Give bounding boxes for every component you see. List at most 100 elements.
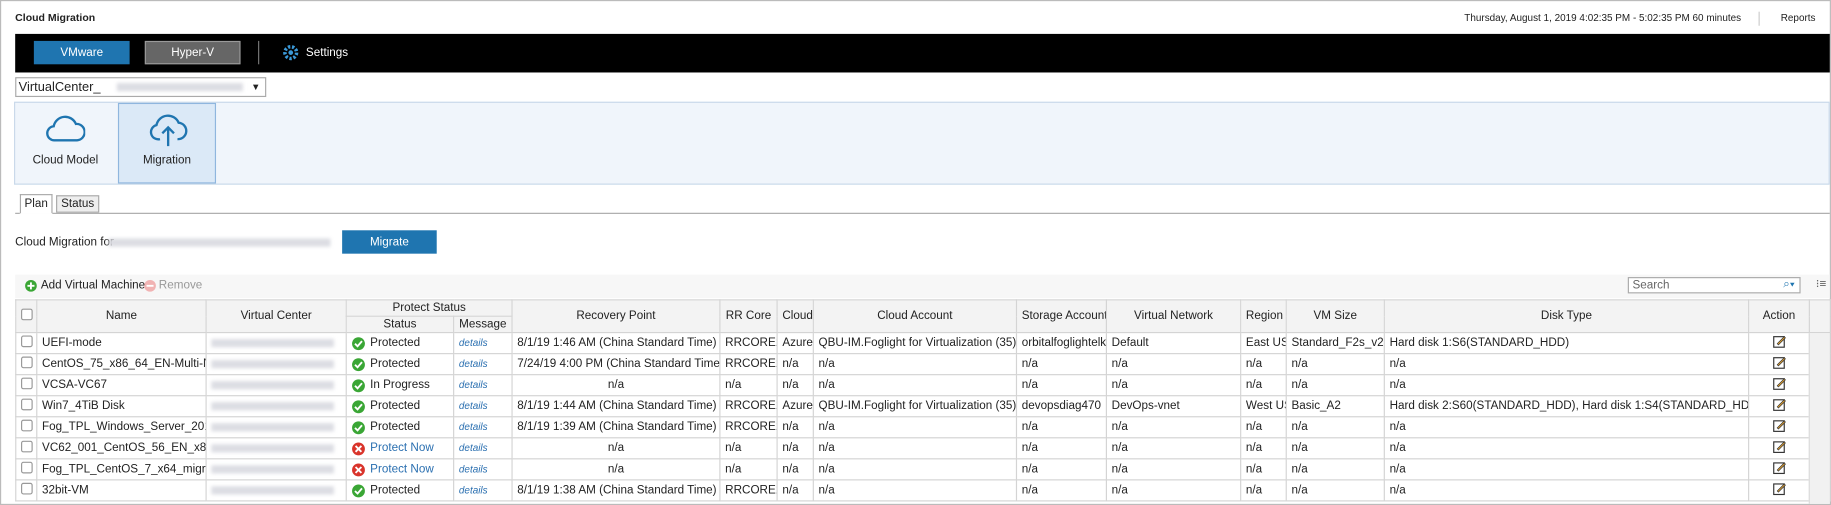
cloud: n/a xyxy=(776,416,814,439)
migrate-button[interactable]: Migrate xyxy=(342,230,437,254)
details-link[interactable]: details xyxy=(458,483,488,496)
columns-icon[interactable]: ⁝≡ xyxy=(1815,278,1827,292)
tab-vmware[interactable]: VMware xyxy=(33,40,130,65)
edit-icon[interactable] xyxy=(1772,461,1786,475)
action[interactable] xyxy=(1748,331,1810,355)
edit-icon[interactable] xyxy=(1772,419,1786,433)
status-text[interactable]: Protect Now xyxy=(370,441,434,455)
status-text[interactable]: Protect Now xyxy=(370,462,434,476)
caret: ▼ xyxy=(251,81,261,93)
region: East US xyxy=(1240,331,1287,355)
vm-size: n/a xyxy=(1285,353,1385,376)
status-wrap: Protected xyxy=(351,420,448,434)
action[interactable] xyxy=(1748,374,1810,397)
vm-size: Basic_A2 xyxy=(1285,395,1385,418)
vm-name: Fog_TPL_CentOS_7_x64_migra... xyxy=(36,458,207,481)
cloud-account: n/a xyxy=(812,374,1018,397)
status-icon xyxy=(352,462,365,476)
row-checkbox[interactable] xyxy=(15,479,38,502)
migrate-label: Cloud Migration for xyxy=(15,236,114,249)
recovery-point: 8/1/19 1:46 AM (China Standard Time) xyxy=(511,331,721,355)
subtab-plan[interactable]: Plan xyxy=(19,194,53,214)
details-link[interactable]: details xyxy=(458,420,488,433)
vc-dropdown[interactable]: VirtualCenter_ ▼ xyxy=(15,77,267,98)
region: n/a xyxy=(1240,458,1287,481)
virtual-center xyxy=(205,353,347,376)
cloud-account: n/a xyxy=(812,437,1018,460)
column-header: Storage Account xyxy=(1015,299,1107,334)
row-checkbox[interactable] xyxy=(15,458,38,481)
status-icon xyxy=(352,441,365,455)
add-vm[interactable]: Add Virtual Machine xyxy=(40,279,146,293)
vm-name: 32bit-VM xyxy=(36,479,207,502)
recovery-point: n/a xyxy=(511,458,721,481)
virtual-network: n/a xyxy=(1105,458,1242,481)
cloud-model-tile[interactable]: Cloud Model xyxy=(15,103,115,184)
redacted xyxy=(211,360,334,369)
vm-row: UEFI-mode Protected details 8/1/19 1:46 AM … xyxy=(15,331,1831,355)
search-placeholder: Search xyxy=(1632,279,1670,293)
nav-bar xyxy=(15,33,1830,73)
redacted xyxy=(211,423,334,432)
status: Protected xyxy=(345,479,455,502)
edit-icon[interactable] xyxy=(1772,397,1786,411)
row-checkbox[interactable] xyxy=(15,437,38,460)
details-link[interactable]: details xyxy=(458,378,488,391)
status-wrap: Protected xyxy=(351,399,448,413)
action[interactable] xyxy=(1748,416,1810,439)
row-checkbox[interactable] xyxy=(15,331,38,355)
action[interactable] xyxy=(1748,458,1810,481)
page-title: Cloud Migration xyxy=(15,11,96,24)
tab-hyperv[interactable]: Hyper-V xyxy=(144,40,241,65)
virtual-center xyxy=(205,416,347,439)
storage-account: n/a xyxy=(1015,416,1107,439)
column-header: Cloud Account xyxy=(812,299,1018,334)
remove-vm[interactable]: Remove xyxy=(158,279,203,293)
redacted xyxy=(211,465,334,474)
details-link[interactable]: details xyxy=(458,357,488,370)
details-link[interactable]: details xyxy=(458,336,488,349)
settings[interactable]: Settings xyxy=(305,46,349,60)
row-checkbox[interactable] xyxy=(15,374,38,397)
column-header: Virtual Network xyxy=(1105,299,1242,334)
select-all[interactable] xyxy=(15,299,38,334)
action[interactable] xyxy=(1748,353,1810,376)
status-text: In Progress xyxy=(370,378,430,392)
search-box[interactable]: Search ⌕▾ xyxy=(1627,277,1801,294)
details-link[interactable]: details xyxy=(458,462,488,475)
migration-tile[interactable]: Migration xyxy=(117,102,217,184)
details-link[interactable]: details xyxy=(458,441,488,454)
status-wrap: In Progress xyxy=(351,378,448,392)
edit-icon[interactable] xyxy=(1772,355,1786,369)
disk-type: Hard disk 2:S60(STANDARD_HDD), Hard disk… xyxy=(1383,395,1750,418)
recovery-point: 8/1/19 1:44 AM (China Standard Time) xyxy=(511,395,721,418)
time-range[interactable]: Thursday, August 1, 2019 4:02:35 PM - 5:… xyxy=(1464,11,1742,24)
scrollbar[interactable] xyxy=(1808,333,1830,504)
edit-icon[interactable] xyxy=(1772,440,1786,454)
vm-size: n/a xyxy=(1285,437,1385,460)
edit-icon[interactable] xyxy=(1772,376,1786,390)
action[interactable] xyxy=(1748,437,1810,460)
edit-icon[interactable] xyxy=(1772,334,1786,348)
disk-type: Hard disk 1:S6(STANDARD_HDD) xyxy=(1383,331,1750,355)
storage-account: n/a xyxy=(1015,374,1107,397)
action[interactable] xyxy=(1748,395,1810,418)
details-link[interactable]: details xyxy=(458,399,488,412)
edit-icon[interactable] xyxy=(1772,482,1786,496)
status-icon xyxy=(352,378,365,392)
action[interactable] xyxy=(1748,479,1810,502)
vm-size: n/a xyxy=(1285,416,1385,439)
subtab-status[interactable]: Status xyxy=(56,195,100,213)
virtual-network: n/a xyxy=(1105,374,1242,397)
message: details xyxy=(453,416,513,439)
reports-link[interactable]: Reports xyxy=(1780,11,1816,24)
vm-size: n/a xyxy=(1285,374,1385,397)
redacted xyxy=(116,82,243,92)
rr-core: n/a xyxy=(719,458,778,481)
row-checkbox[interactable] xyxy=(15,416,38,439)
row-checkbox[interactable] xyxy=(15,353,38,376)
recovery-point: 7/24/19 4:00 PM (China Standard Time) xyxy=(511,353,721,376)
row-checkbox[interactable] xyxy=(15,395,38,418)
status-wrap: Protected xyxy=(351,483,448,497)
gear-icon xyxy=(283,45,299,61)
